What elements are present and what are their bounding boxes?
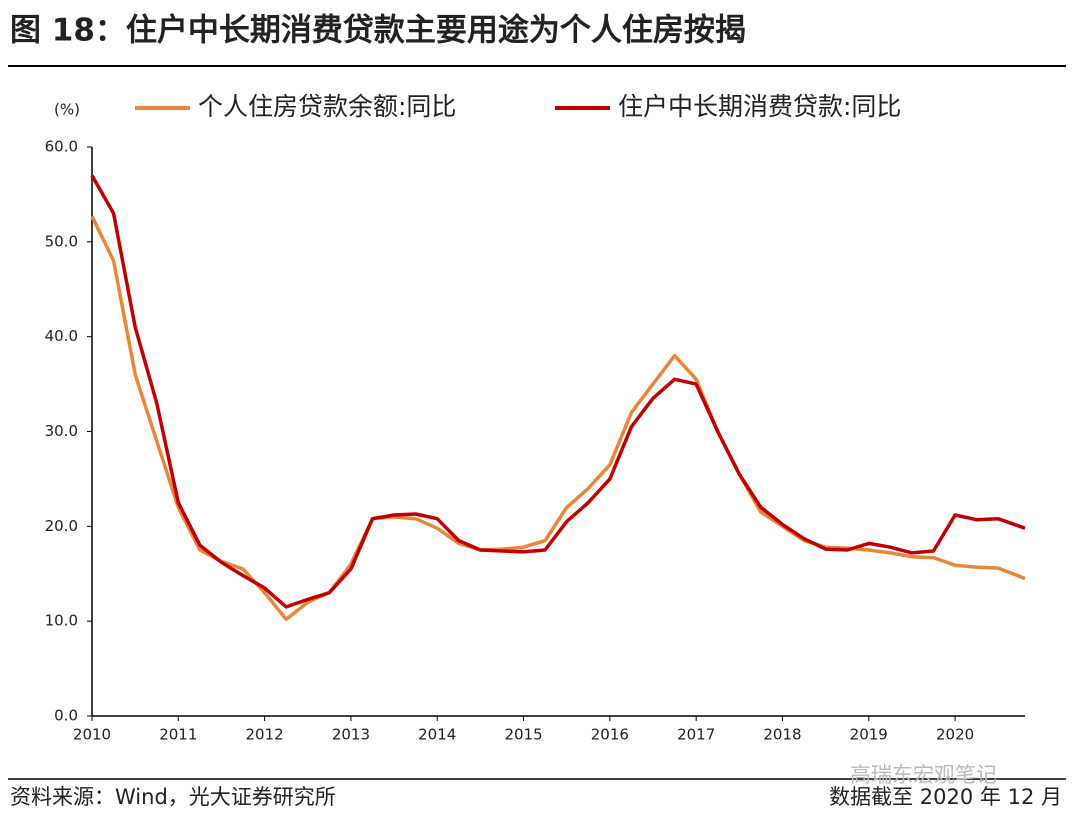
y-tick-label: 60.0 bbox=[45, 138, 78, 156]
x-tick-label: 2019 bbox=[850, 726, 888, 744]
y-tick-label: 10.0 bbox=[45, 612, 78, 630]
source: 资料来源：Wind，光大证券研究所 bbox=[10, 785, 336, 809]
y-tick-label: 50.0 bbox=[45, 232, 78, 250]
y-unit: (%) bbox=[54, 101, 80, 119]
x-tick-label: 2013 bbox=[332, 726, 370, 744]
y-tick-label: 0.0 bbox=[54, 707, 78, 725]
watermark: 高瑞东宏观笔记 bbox=[850, 763, 997, 787]
y-tick-label: 40.0 bbox=[45, 327, 78, 345]
x-tick-label: 2017 bbox=[677, 726, 715, 744]
x-tick-label: 2011 bbox=[159, 726, 197, 744]
x-tick-label: 2020 bbox=[936, 726, 974, 744]
x-tick-label: 2018 bbox=[763, 726, 801, 744]
series-line bbox=[90, 215, 1026, 622]
y-tick-label: 30.0 bbox=[45, 422, 78, 440]
series-line bbox=[90, 174, 1026, 609]
y-tick-label: 20.0 bbox=[45, 517, 78, 535]
chart-title: 图 18：住户中长期消费贷款主要用途为个人住房按揭 bbox=[10, 13, 746, 49]
x-tick-label: 2014 bbox=[418, 726, 456, 744]
x-tick-label: 2012 bbox=[246, 726, 284, 744]
legend-label: 住户中长期消费贷款:同比 bbox=[618, 92, 901, 121]
x-tick-label: 2010 bbox=[73, 726, 111, 744]
legend-label: 个人住房贷款余额:同比 bbox=[198, 92, 456, 121]
x-tick-label: 2016 bbox=[591, 726, 629, 744]
x-tick-label: 2015 bbox=[504, 726, 542, 744]
note: 数据截至 2020 年 12 月 bbox=[829, 785, 1062, 809]
